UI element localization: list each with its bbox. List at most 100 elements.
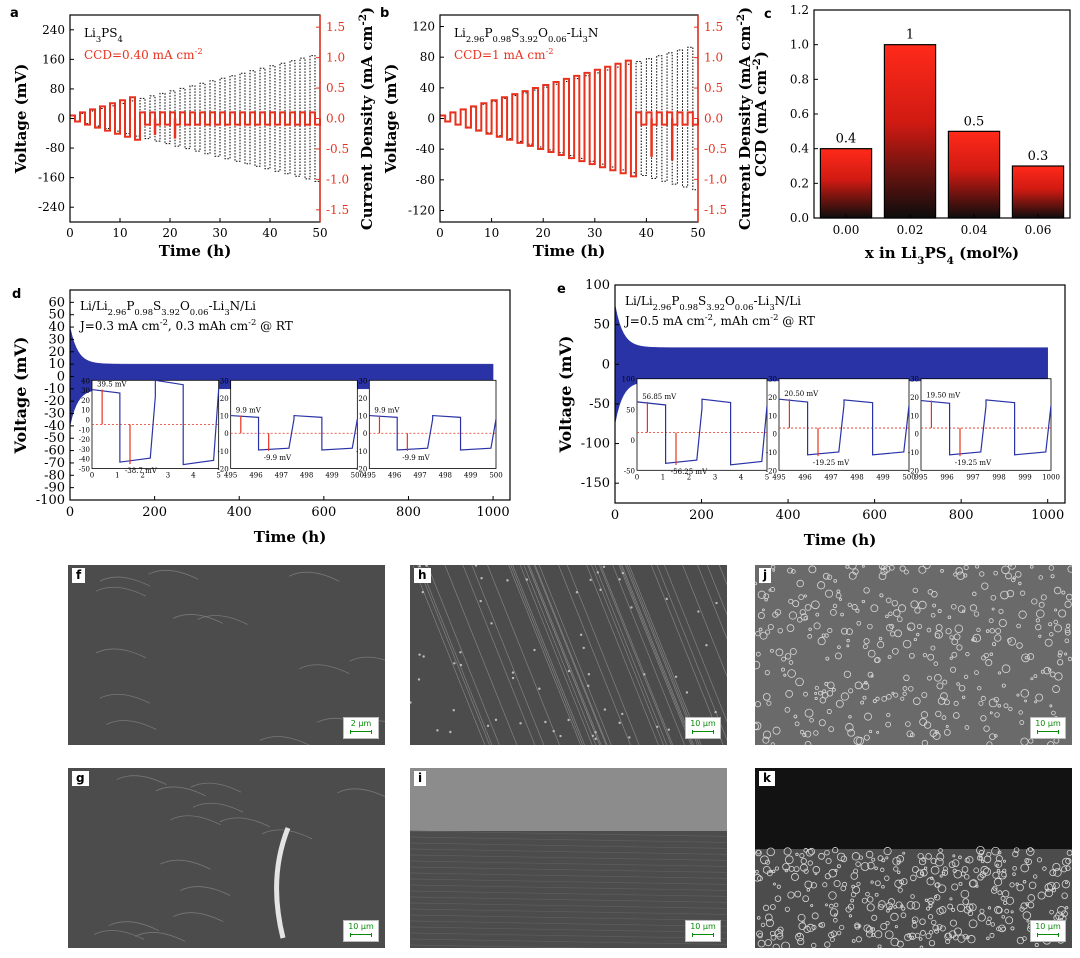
sem-grain (998, 608, 1004, 614)
sem-grain (998, 618, 1007, 628)
sem-grain (1031, 598, 1038, 605)
inset-y-tick-label: 30 (768, 376, 777, 384)
sem-grain (892, 609, 901, 617)
sem-grain (855, 861, 861, 867)
sem-grain (787, 567, 794, 574)
x-tick-label: 400 (776, 508, 801, 523)
sem-grain (1042, 866, 1047, 871)
sem-grain (893, 866, 899, 872)
sem-scratch (417, 565, 490, 745)
sem-background (410, 565, 727, 745)
sem-grain (910, 600, 919, 609)
sem-grain (788, 660, 794, 665)
inset-y-tick-label: -10 (79, 426, 90, 434)
y-tick-label: -160 (38, 171, 65, 185)
inset-y-tick-label: -20 (217, 466, 228, 474)
sem-grain (979, 871, 987, 878)
x-tick-label: 20 (162, 226, 177, 240)
legend-text: Li2.96P0.98S3.92O0.06-Li3N (454, 26, 598, 44)
sem-particle (599, 588, 602, 592)
sem-grain (1038, 634, 1042, 638)
sem-grain (781, 941, 790, 948)
sem-grain (863, 638, 870, 645)
sem-grain (851, 852, 861, 861)
sem-grain (993, 570, 998, 576)
sem-grain (1064, 638, 1070, 644)
legend-text: Li/Li2.96P0.98S3.92O0.06-Li3N/Li (80, 299, 256, 317)
sem-scratch (706, 565, 727, 616)
x-tick-label: 0.04 (961, 223, 988, 237)
sem-grain (934, 928, 940, 934)
sem-grain (1052, 685, 1060, 693)
inset-y-tick-label: -20 (356, 466, 367, 474)
sem-grain (951, 859, 960, 867)
sem-grain (762, 730, 772, 739)
sem-particle (587, 684, 590, 688)
sem-line (337, 788, 385, 798)
inset-x-tick-label: 4 (739, 473, 744, 481)
panel-label-c: c (764, 7, 772, 22)
sem-grain (1049, 909, 1054, 915)
sem-grain (799, 853, 805, 859)
inset-frame (920, 378, 1052, 471)
voltage-trace (440, 46, 699, 191)
inset-y-tick-label: 40 (81, 377, 90, 385)
sem-grain (976, 846, 985, 855)
sem-grain (1018, 610, 1027, 619)
sem-grain (891, 691, 895, 695)
sem-grain (987, 906, 992, 910)
sem-grain (855, 936, 862, 943)
sem-grain (976, 627, 981, 633)
sem-grain (1004, 908, 1010, 914)
sem-grain (867, 649, 876, 658)
sem-grain (986, 936, 990, 941)
sem-line (197, 615, 248, 625)
sem-line (160, 859, 211, 870)
y-tick-label: 160 (42, 52, 65, 66)
sem-grain (957, 605, 966, 613)
sem-grain (927, 675, 932, 681)
inset-annotation: -19.25 mV (955, 459, 992, 467)
sem-grain (1034, 942, 1039, 948)
sem-grain (1051, 887, 1057, 893)
y-tick-label: -70 (44, 456, 65, 471)
y-tick-label: 20 (48, 345, 65, 360)
y-tick-label: 60 (48, 295, 65, 310)
sem-grain (807, 860, 813, 866)
inset-frame (636, 378, 768, 471)
sem-background (755, 565, 1072, 745)
sem-grain (1049, 704, 1053, 708)
inset-x-tick-label: 497 (413, 472, 426, 480)
sem-grain (818, 852, 825, 860)
sem-grain (772, 611, 779, 618)
sem-grain (785, 690, 794, 698)
x-tick-label: 0.02 (897, 223, 924, 237)
sem-grain (919, 945, 924, 948)
sem-layer-line (410, 932, 727, 939)
sem-grain (974, 670, 979, 675)
sem-grain (861, 599, 866, 604)
sem-grain (913, 637, 917, 642)
sem-grain (963, 565, 969, 571)
inset-y-tick-label: 10 (768, 412, 777, 420)
sem-grain (985, 659, 993, 667)
sem-grain (987, 916, 992, 921)
sem-particle (425, 565, 428, 567)
inset-plot: 19.50 mV -19.25 mV 995 996 997 998 999 1000 30 20… (908, 376, 1060, 482)
sem-grain (755, 701, 762, 708)
bar (1011, 165, 1065, 219)
sem-grain (783, 847, 792, 856)
sem-grain (855, 736, 865, 745)
sem-grain (896, 855, 904, 863)
sem-grain (867, 671, 874, 678)
inset-x-tick-label: 495 (772, 473, 785, 481)
inset-x-tick-label: 4 (191, 472, 196, 480)
sem-grain (910, 935, 915, 939)
sem-grain (958, 881, 963, 886)
sem-grain (825, 903, 828, 907)
sem-grain (910, 732, 915, 738)
sem-grain (952, 712, 960, 719)
sem-grain (872, 699, 877, 704)
sem-grain (1009, 882, 1015, 888)
panel-d: 0 200 400 600 800 10006050403020100-10-20-30-… (11, 287, 511, 546)
